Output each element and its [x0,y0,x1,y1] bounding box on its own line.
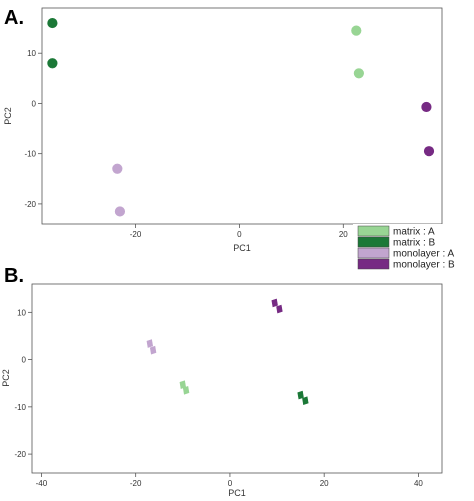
panel-a-ticks: -20 0 20 -20 -10 0 10 [24,49,348,239]
legend-label: monolayer : A [393,249,454,260]
panel-a-x-tick-label: -20 [130,230,142,239]
panel-a-points [47,17,435,217]
panel-a-y-axis-title: PC2 [3,107,13,125]
panel-b-y-tick-label: 10 [17,308,26,317]
panel-a-y-tick-label: 0 [32,99,37,108]
legend-label: matrix : A [393,227,435,238]
panel-b-x-axis-title: PC1 [228,488,246,498]
panel-b-x-tick-label: -40 [36,479,48,488]
panel-b-point-series-4 [276,304,283,314]
panel-b-y-tick-label: 0 [22,356,27,365]
legend-swatch [357,236,390,248]
panel-a-point-series-4 [423,146,435,157]
panel-a-label: A. [4,7,24,29]
panel-a-y-tick-label: -20 [24,200,36,209]
panel-b: B. -40 -20 0 20 40 -20 -10 0 10 PC1 PC2 [1,265,443,498]
panel-a-plot-frame [41,7,443,225]
panel-a-point-series-2 [47,17,58,29]
panel-b-point-series-2 [297,390,304,400]
legend-swatch [357,225,390,237]
panel-a-point-series-1 [353,68,364,79]
panel-b-point-series-3 [146,339,154,348]
panel-b-label: B. [4,265,24,287]
panel-b-y-axis-title: PC2 [1,369,11,387]
panel-a-y-tick-label: 10 [27,49,36,58]
legend-label: monolayer : B [393,260,455,271]
panel-a-x-axis-title: PC1 [233,243,251,253]
panel-a-x-tick-label: 0 [237,230,242,239]
panel-a-point-series-3 [114,206,126,217]
panel-b-y-tick-label: -20 [14,450,26,459]
panel-b-x-tick-label: 40 [414,479,423,488]
panel-a-x-tick-label: 20 [339,230,348,239]
panel-b-y-tick-label: -10 [14,403,26,412]
panel-b-plot-frame [31,283,443,474]
panel-b-point-series-4 [271,298,278,308]
panel-a: A. -20 0 20 -20 -10 0 10 PC1 PC2 [3,7,443,253]
legend-swatch [357,258,390,270]
panel-b-x-tick-label: -20 [130,479,142,488]
panel-b-x-tick-label: 20 [320,479,329,488]
panel-b-point-series-3 [149,345,157,355]
panel-b-point-series-1 [182,386,190,395]
panel-b-points [146,298,309,406]
panel-a-point-series-3 [112,163,123,174]
panel-a-y-tick-label: -10 [24,150,36,159]
legend-swatch [357,247,390,259]
panel-b-x-tick-label: 0 [228,479,233,488]
panel-a-point-series-4 [421,101,432,113]
panel-b-ticks: -40 -20 0 20 40 -20 -10 0 10 [14,308,423,488]
panel-b-point-series-2 [302,396,309,406]
legend-label: matrix : B [393,238,436,249]
panel-a-point-series-1 [351,25,362,36]
panel-a-point-series-2 [47,58,58,69]
